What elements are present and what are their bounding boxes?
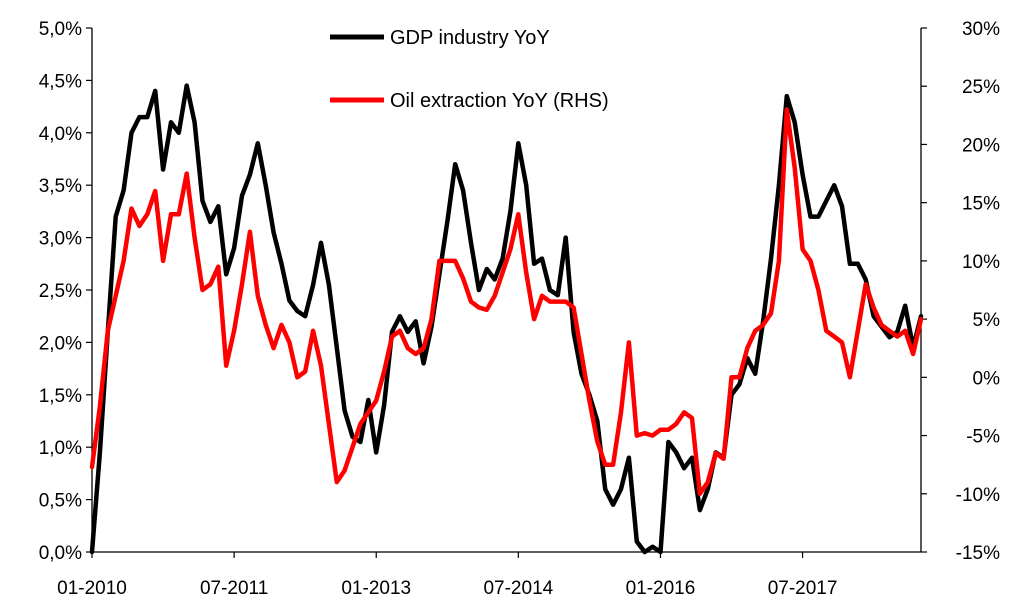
series-line-gdp-industry [89,83,924,555]
left-tick-label: 0,0% [39,543,82,564]
left-tick-label: 2,0% [39,333,82,354]
left-y-axis: 0,0% 0,5% 1,0% 1,5% 2,0% 2,5% 3,0% 3,5% 4,0% 4,5%… [39,19,93,564]
left-tick-label: 4,5% [39,71,82,92]
legend-entry-gdp-industry: GDP industry YoY [330,27,550,49]
right-tick-label: -10% [956,485,1000,506]
left-tick-label: 1,5% [39,386,82,407]
left-tick-label: 3,5% [39,176,82,197]
left-tick-label: 2,5% [39,281,82,302]
right-tick-label: -15% [956,543,1000,564]
left-tick-label: 0,5% [39,491,82,512]
x-tick-label: 07-2014 [483,578,553,599]
left-tick-label: 1,0% [39,438,82,459]
legend-label-oil-extraction: Oil extraction YoY (RHS) [390,90,609,112]
x-tick-label: 01-2013 [341,578,411,599]
x-tick-label: 01-2016 [626,578,696,599]
x-tick-label: 07-2017 [768,578,838,599]
x-tick-label: 07-2011 [200,578,268,599]
left-tick-label: 3,0% [39,229,82,250]
legend-entry-oil-extraction: Oil extraction YoY (RHS) [330,90,609,112]
right-tick-label: 30% [962,19,1000,40]
right-tick-label: 5% [973,310,1001,331]
right-y-axis: -15% -10% -5% 0% 5% 10% 15% 20% 25% 30% [920,19,1001,564]
legend: GDP industry YoY Oil extraction YoY (RHS… [330,27,609,112]
series-line-oil-extraction [89,107,924,497]
right-tick-label: 25% [962,77,1000,98]
left-tick-label: 4,0% [39,124,82,145]
right-tick-label: 20% [962,135,1000,156]
right-tick-label: 15% [962,194,1000,215]
left-tick-label: 5,0% [39,19,82,40]
series-layer [89,83,924,555]
legend-label-gdp-industry: GDP industry YoY [390,27,550,49]
right-tick-label: 0% [973,368,1001,389]
x-tick-label: 01-2010 [57,578,127,599]
right-tick-label: 10% [962,252,1000,273]
right-tick-label: -5% [966,427,1000,448]
x-axis: 01-2010 07-2011 01-2013 07-2014 01-2016 07-20… [57,551,921,599]
